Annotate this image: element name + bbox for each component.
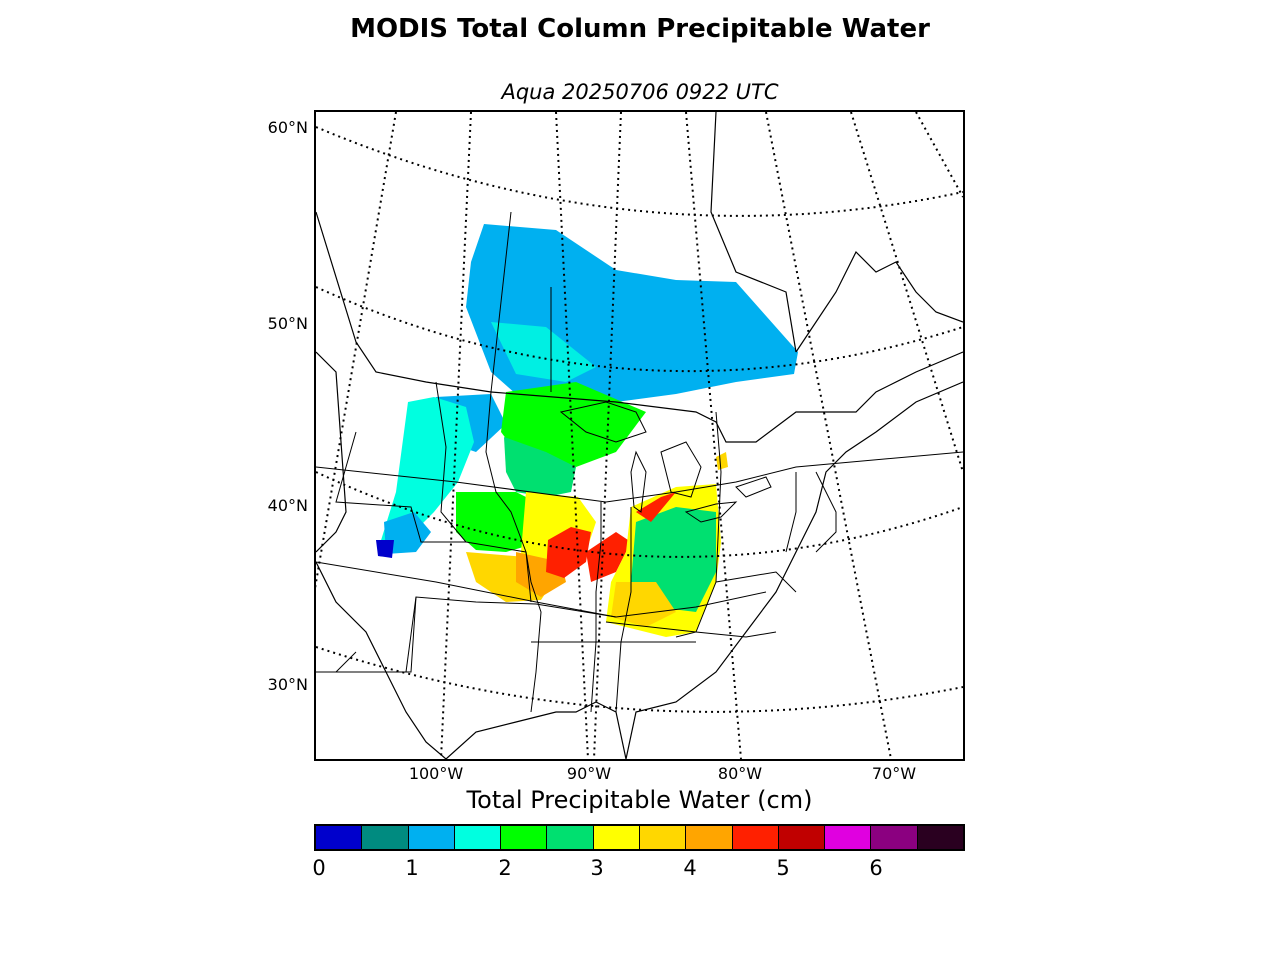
lat-label-30n: 30°N — [267, 675, 308, 694]
chart-title: MODIS Total Column Precipitable Water — [350, 14, 930, 44]
colorbar-cell — [316, 826, 363, 849]
colorbar — [314, 824, 965, 851]
colorbar-cell — [732, 826, 779, 849]
map-panel — [314, 110, 965, 761]
pw-swath — [376, 224, 798, 637]
lat-label-40n: 40°N — [267, 496, 308, 515]
chart-subtitle: Aqua 20250706 0922 UTC — [501, 80, 779, 104]
state-borders — [316, 211, 963, 713]
colorbar-cell — [871, 826, 918, 849]
colorbar-tick-1: 1 — [405, 856, 419, 880]
lon-label-80w: 80°W — [717, 764, 763, 783]
colorbar-cell — [362, 826, 409, 849]
lon-label-70w: 70°W — [871, 764, 917, 783]
lat-label-50n: 50°N — [267, 314, 308, 333]
colorbar-tick-5: 5 — [776, 856, 790, 880]
colorbar-tick-3: 3 — [590, 856, 604, 880]
colorbar-tick-2: 2 — [498, 856, 512, 880]
colorbar-cell — [501, 826, 548, 849]
colorbar-cell — [825, 826, 872, 849]
colorbar-cell — [917, 826, 963, 849]
lon-label-90w: 90°W — [566, 764, 612, 783]
great-lakes — [559, 401, 772, 523]
colorbar-tick-4: 4 — [683, 856, 697, 880]
map-graphic — [316, 112, 963, 759]
colorbar-tick-0: 0 — [312, 856, 326, 880]
colorbar-cell — [547, 826, 594, 849]
colorbar-cell — [408, 826, 455, 849]
lon-label-100w: 100°W — [408, 764, 464, 783]
colorbar-cell — [454, 826, 502, 849]
colorbar-cell — [686, 826, 733, 849]
colorbar-title: Total Precipitable Water (cm) — [466, 786, 813, 814]
colorbar-cell — [593, 826, 640, 849]
colorbar-tick-6: 6 — [869, 856, 883, 880]
lat-label-60n: 60°N — [267, 118, 308, 137]
colorbar-cell — [639, 826, 687, 849]
colorbar-cell — [778, 826, 826, 849]
